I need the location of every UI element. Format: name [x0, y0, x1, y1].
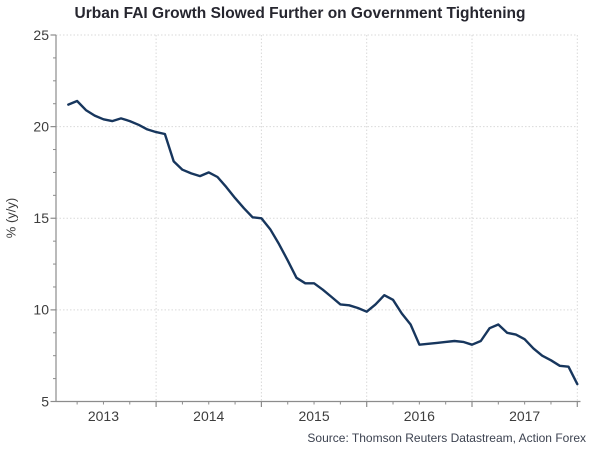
chart-title: Urban FAI Growth Slowed Further on Gover… [74, 5, 526, 22]
y-tick-label: 25 [33, 27, 49, 43]
x-tick-label: 2014 [193, 408, 224, 424]
y-tick-label: 5 [41, 393, 49, 409]
x-tick-label: 2015 [298, 408, 329, 424]
x-tick-label: 2013 [88, 408, 119, 424]
y-tick-label: 15 [33, 210, 49, 226]
x-tick-label: 2016 [404, 408, 435, 424]
x-tick-label: 2017 [509, 408, 540, 424]
source-note: Source: Thomson Reuters Datastream, Acti… [307, 431, 586, 445]
series-line [67, 99, 579, 386]
y-tick-label: 10 [33, 302, 49, 318]
y-tick-label: 20 [33, 118, 49, 134]
